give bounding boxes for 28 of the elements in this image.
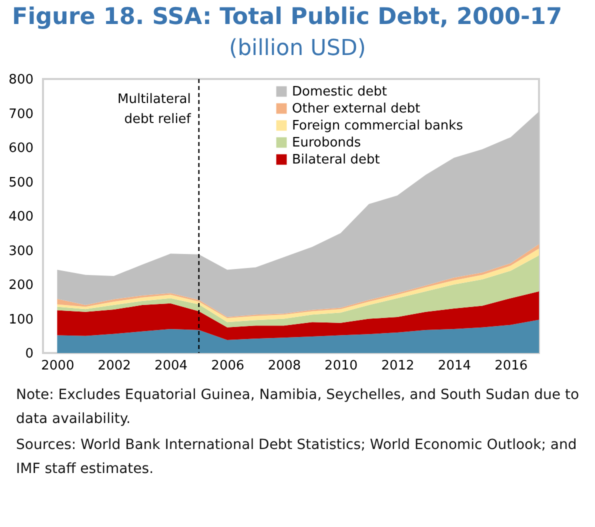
legend-label: Eurobonds: [292, 136, 362, 150]
x-tick-label: 2014: [438, 358, 472, 374]
legend-label: Bilateral debt: [292, 152, 380, 168]
x-tick-label: 2004: [154, 358, 188, 374]
legend-label: Domestic debt: [292, 84, 387, 100]
legend-label: Other external debt: [292, 102, 420, 116]
x-tick-label: 2000: [41, 358, 74, 374]
y-tick-label: 100: [8, 312, 34, 328]
chart-subtitle: (billion USD): [228, 36, 367, 61]
source-note: Sources: World Bank International Debt Statistics; World Economic Outlook; and IMF staff estimates.: [16, 436, 578, 479]
y-tick-label: 800: [8, 72, 34, 88]
x-tick-label: 2008: [268, 358, 301, 374]
text: Note: Excludes Equatorial Guinea, Namibia, Seychelles, and South Sudan due to data availability.: [16, 386, 580, 429]
y-tick-label: 300: [8, 244, 34, 259]
y-tick-label: 500: [8, 175, 34, 190]
y-tick-label: 0: [25, 346, 34, 362]
x-tick-label: 2012: [381, 358, 414, 374]
x-tick-label: 2006: [211, 358, 244, 374]
x-tick-label: 2010: [324, 358, 358, 374]
x-tick-label: 2016: [494, 358, 528, 374]
x-tick-label: 2002: [98, 358, 131, 374]
legend-label: Foreign commercial banks: [292, 118, 464, 134]
y-tick-label: 400: [8, 210, 34, 224]
y-tick-label: 700: [8, 106, 34, 122]
y-tick-label: 200: [8, 278, 34, 293]
chart-title: Figure 18. SSA: Total Public Debt, 2000-17: [12, 4, 564, 30]
y-tick-label: 600: [8, 141, 34, 156]
ref-line-label: Multilateral debt relief: [118, 92, 192, 127]
